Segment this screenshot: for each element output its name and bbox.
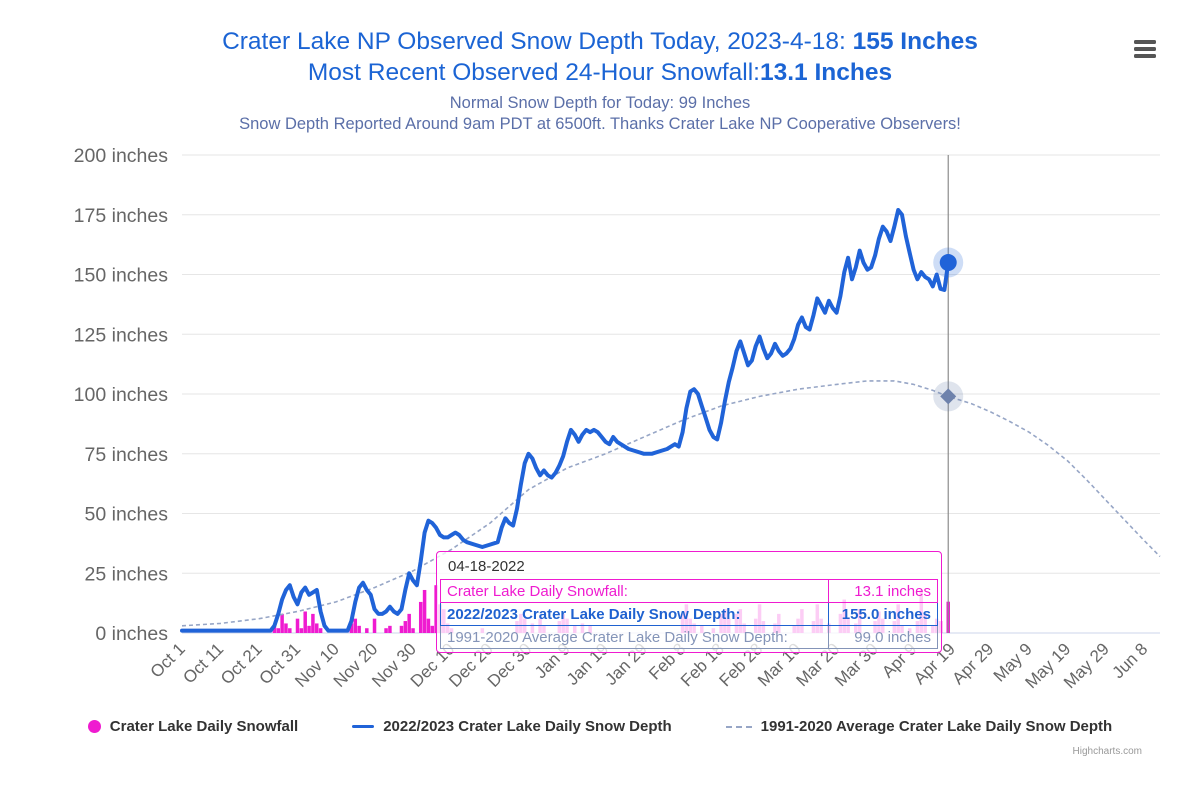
y-axis-tick-label: 175 inches [74, 205, 169, 227]
chart-tooltip: 04-18-2022 Crater Lake Daily Snowfall: 1… [436, 551, 942, 653]
legend-label: 1991-2020 Average Crater Lake Daily Snow… [760, 718, 1113, 735]
legend-item-daily-snowfall[interactable]: Crater Lake Daily Snowfall [87, 718, 299, 735]
series-dashed-line-marker-icon [725, 725, 752, 728]
tooltip-table: Crater Lake Daily Snowfall: 13.1 inches … [440, 579, 938, 649]
selected-point-circle-marker[interactable] [939, 254, 957, 272]
menu-bar [1134, 54, 1156, 58]
x-axis-tick-label: Oct 11 [179, 639, 227, 687]
series-line-marker-icon [352, 725, 375, 728]
tooltip-row-snowfall: Crater Lake Daily Snowfall: 13.1 inches [440, 579, 938, 603]
series-snow-depth-line[interactable] [180, 208, 951, 633]
y-axis-tick-label: 200 inches [74, 145, 169, 167]
selected-point-diamond-marker[interactable] [940, 388, 957, 405]
tooltip-row-average-depth: 1991-2020 Average Crater Lake Daily Snow… [440, 625, 938, 649]
series-average-snow-depth-line[interactable] [181, 380, 1161, 627]
tooltip-label: 2022/2023 Crater Lake Daily Snow Depth: [440, 602, 829, 626]
legend-item-average-snow-depth[interactable]: 1991-2020 Average Crater Lake Daily Snow… [725, 718, 1113, 735]
tooltip-label: Crater Lake Daily Snowfall: [440, 579, 829, 603]
tooltip-date-header: 04-18-2022 [448, 558, 525, 575]
y-gridlines: 0 inches 25 inches 50 inches 75 inches 100 i… [74, 145, 1160, 645]
y-axis-tick-label: 50 inches [85, 504, 169, 526]
x-axis-tick-label: Apr 29 [949, 639, 998, 688]
y-axis-tick-label: 75 inches [85, 444, 169, 466]
tooltip-value: 99.0 inches [828, 625, 938, 649]
legend-item-snow-depth[interactable]: 2022/2023 Crater Lake Daily Snow Depth [352, 718, 672, 735]
legend-label: 2022/2023 Crater Lake Daily Snow Depth [383, 718, 672, 735]
menu-bar [1134, 40, 1156, 44]
y-axis-tick-label: 100 inches [74, 384, 169, 406]
y-axis-tick-label: 25 inches [85, 563, 169, 585]
tooltip-row-snow-depth: 2022/2023 Crater Lake Daily Snow Depth: … [440, 602, 938, 626]
legend: Crater Lake Daily Snowfall 2022/2023 Cra… [0, 718, 1200, 735]
highcharts-credit-link[interactable]: Highcharts.com [1072, 746, 1142, 757]
x-axis-tick-label: Jun 8 [1109, 639, 1152, 682]
tooltip-value: 155.0 inches [828, 602, 938, 626]
x-axis-tick-label: Oct 21 [217, 639, 266, 688]
y-axis-tick-label: 150 inches [74, 265, 169, 287]
hamburger-menu-icon[interactable] [1131, 36, 1159, 62]
tooltip-label: 1991-2020 Average Crater Lake Daily Snow… [440, 625, 829, 649]
legend-label: Crater Lake Daily Snowfall [109, 718, 299, 735]
y-axis-tick-label: 0 inches [95, 623, 168, 645]
y-axis-tick-label: 125 inches [74, 324, 169, 346]
tooltip-value: 13.1 inches [828, 579, 938, 603]
series-circle-marker-icon [87, 720, 101, 733]
menu-bar [1134, 47, 1156, 51]
